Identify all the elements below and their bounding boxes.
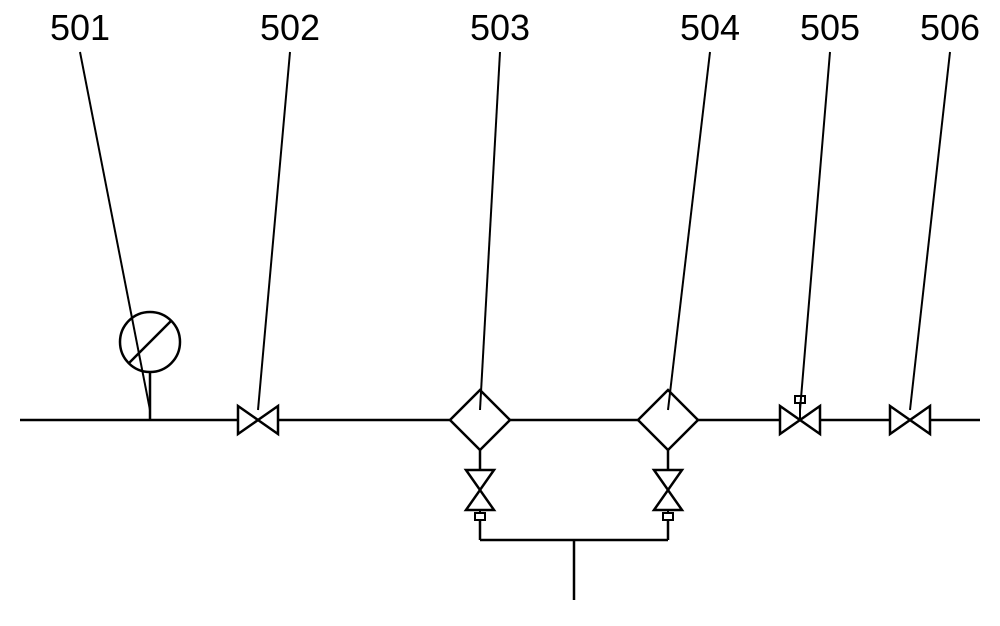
leader-501 <box>80 52 150 410</box>
label-503: 503 <box>470 7 530 48</box>
label-506: 506 <box>920 7 980 48</box>
leader-503 <box>480 52 500 410</box>
leader-505 <box>800 52 830 410</box>
filter-504-drain-valve-actuator <box>663 513 673 520</box>
label-502: 502 <box>260 7 320 48</box>
label-504: 504 <box>680 7 740 48</box>
leader-506 <box>910 52 950 410</box>
leader-502 <box>258 52 290 410</box>
filter-503-drain-valve-actuator <box>475 513 485 520</box>
valve-502 <box>238 406 278 434</box>
label-505: 505 <box>800 7 860 48</box>
label-501: 501 <box>50 7 110 48</box>
filter-503-drain-valve <box>466 470 494 510</box>
filter-504-drain-valve <box>654 470 682 510</box>
filter-504 <box>638 390 698 450</box>
leader-504 <box>668 52 710 410</box>
valve-506 <box>890 406 930 434</box>
